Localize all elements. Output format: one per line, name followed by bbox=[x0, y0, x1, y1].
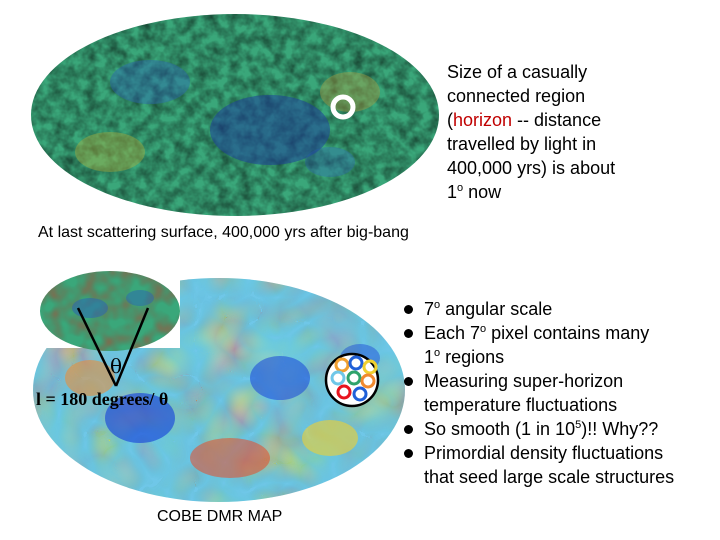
bullet-super-horizon: Measuring super-horizon temperature fluct… bbox=[402, 369, 720, 417]
theta-symbol: θ bbox=[110, 354, 123, 378]
bullet-primordial: Primordial density fluctuations that seed… bbox=[402, 441, 720, 489]
multipole-label: l = 180 degrees/ θ bbox=[36, 389, 169, 409]
angle-line-right bbox=[114, 307, 150, 387]
bullet-pixel-regions: Each 7o pixel contains many 1o regions bbox=[402, 321, 720, 369]
pixel-circle-cluster bbox=[324, 352, 380, 408]
cobe-sky-map bbox=[30, 268, 405, 502]
bullet-smooth: So smooth (1 in 105)!! Why?? bbox=[402, 417, 720, 441]
last-scattering-caption: At last scattering surface, 400,000 yrs … bbox=[38, 224, 409, 241]
angle-line-left bbox=[76, 307, 118, 387]
bullet-angular-scale: 7o angular scale bbox=[402, 297, 720, 321]
horizon-word: horizon bbox=[453, 110, 513, 130]
wmap-sky-map bbox=[31, 14, 439, 216]
horizon-caption: Size of a casually connected region (hor… bbox=[447, 62, 616, 202]
horizon-circle bbox=[330, 94, 356, 120]
bullet-list: 7o angular scale Each 7o pixel contains … bbox=[402, 297, 720, 489]
cobe-caption: COBE DMR MAP bbox=[157, 508, 283, 525]
